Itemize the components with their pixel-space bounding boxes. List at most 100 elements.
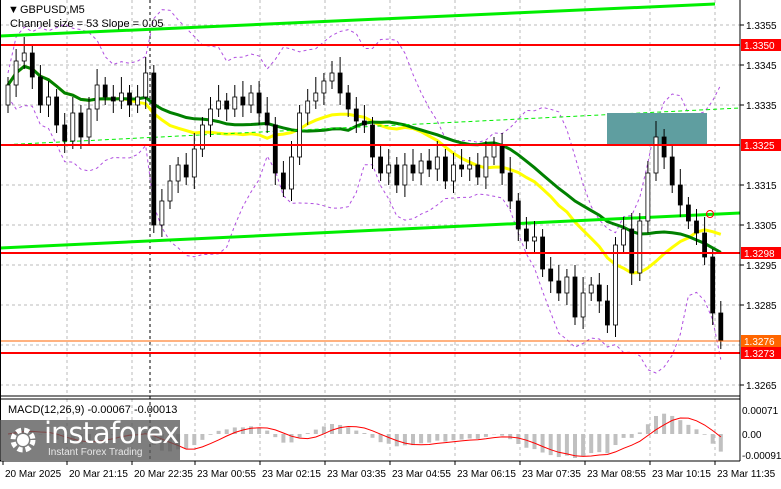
macd-histogram-bar (192, 434, 197, 446)
candle-bull (5, 84, 11, 106)
candle-bear (669, 156, 675, 186)
candle-bear (264, 112, 270, 126)
candle-bull (621, 228, 626, 246)
macd-histogram-bar (597, 434, 602, 453)
candle-bear (426, 160, 432, 170)
level-price-label: 1.3298 (744, 249, 775, 260)
ma-slow-line (6, 64, 722, 254)
candle-bull (588, 284, 594, 294)
macd-histogram-bar (605, 434, 610, 454)
macd-histogram-bar (613, 434, 618, 446)
candle-bear (29, 52, 35, 78)
macd-histogram-bar (232, 427, 237, 434)
time-tick-label: 23 Mar 07:35 (522, 469, 581, 480)
candle-bear (38, 76, 43, 106)
level-price-label: 1.3350 (744, 41, 775, 52)
candle-bear (353, 108, 359, 122)
macd-histogram-bar (516, 434, 521, 444)
macd-histogram-bar (386, 434, 391, 444)
candle-bull (216, 100, 222, 110)
candle-bull (248, 92, 254, 106)
candle-bear (224, 100, 230, 110)
time-tick-label: 23 Mar 11:35 (717, 469, 776, 480)
price-tick-label: 1.3265 (746, 381, 777, 392)
candle-bear (710, 256, 716, 314)
macd-histogram-bar (297, 434, 302, 438)
candle-bull (94, 84, 100, 110)
candle-bull (21, 52, 27, 62)
macd-histogram-bar (564, 434, 569, 456)
macd-histogram-bar (346, 427, 351, 434)
candle-bull (167, 180, 173, 202)
level-price-box (741, 347, 781, 359)
candle-bear (256, 92, 262, 114)
candle-bull (313, 92, 319, 102)
candle-bull (418, 160, 424, 174)
candle-bull (119, 92, 124, 102)
candle-bear (337, 72, 343, 94)
candle-bull (208, 108, 213, 126)
price-tick-label: 1.3305 (746, 221, 777, 232)
macd-histogram-bar (370, 434, 375, 438)
level-price-label: 1.3325 (744, 141, 775, 152)
candle-bear (524, 228, 529, 242)
time-tick-label: 20 Mar 22:35 (134, 469, 193, 480)
watermark: instaforex Instant Forex Trading (0, 416, 180, 460)
candle-bear (394, 164, 400, 186)
channel-upper (0, 2, 716, 38)
macd-histogram-bar (427, 434, 432, 443)
macd-histogram-bar (289, 434, 294, 443)
candle-bull (451, 164, 456, 182)
price-tick-label: 1.3285 (746, 301, 777, 312)
candle-bear (183, 164, 189, 178)
candle-bear (102, 84, 108, 98)
symbol-arrow-icon[interactable]: ▼ (8, 4, 19, 16)
macd-axis-label: 0.00071 (742, 406, 779, 417)
price-tick-label: 1.3345 (746, 61, 777, 72)
price-levels (0, 44, 740, 354)
candle-bear (475, 164, 481, 178)
macd-histogram-bar (378, 434, 383, 443)
bollinger-upper (7, 9, 722, 234)
brand-tagline: Instant Forex Trading (48, 447, 143, 458)
candle-bull (321, 80, 327, 94)
price-tick-label: 1.3335 (746, 101, 777, 112)
candle-bull (289, 156, 294, 190)
macd-histogram-bar (402, 434, 407, 446)
candle-bear (702, 232, 707, 258)
overlays (0, 2, 741, 374)
macd-histogram-bar (694, 429, 699, 434)
macd-histogram-bar (435, 434, 440, 441)
macd-histogram-bar (475, 434, 480, 439)
candle-bear (596, 284, 602, 302)
macd-histogram-bar (686, 424, 691, 434)
level-price-box (741, 139, 781, 151)
macd-histogram-bar (257, 428, 262, 434)
macd-histogram-bar (637, 432, 642, 434)
candle-bull (402, 164, 408, 186)
level-price-box (741, 247, 781, 259)
macd-histogram-bar (500, 434, 505, 436)
macd-histogram-bar (313, 429, 318, 434)
candle-bear (110, 96, 116, 102)
candle-bull (13, 60, 19, 86)
macd-histogram-bar (208, 434, 213, 435)
brand-name: instaforex (44, 416, 179, 450)
candle-bear (280, 172, 286, 190)
candle-bull (491, 144, 497, 158)
candle-bear (378, 156, 384, 174)
candles (5, 37, 724, 349)
candle-bull (191, 148, 197, 178)
macd-axis-label: 0.00 (742, 430, 762, 441)
macd-histogram-bar (483, 434, 488, 437)
candle-bear (442, 156, 448, 182)
time-tick-label: 23 Mar 08:55 (587, 469, 646, 480)
candle-bull (467, 164, 473, 170)
macd-histogram-bar (532, 434, 537, 450)
candle-bear (629, 228, 635, 274)
macd-histogram-bar (330, 424, 334, 434)
candle-bull (386, 164, 392, 174)
time-tick-label: 23 Mar 00:55 (197, 469, 256, 480)
macd-histogram-bar (184, 434, 189, 449)
